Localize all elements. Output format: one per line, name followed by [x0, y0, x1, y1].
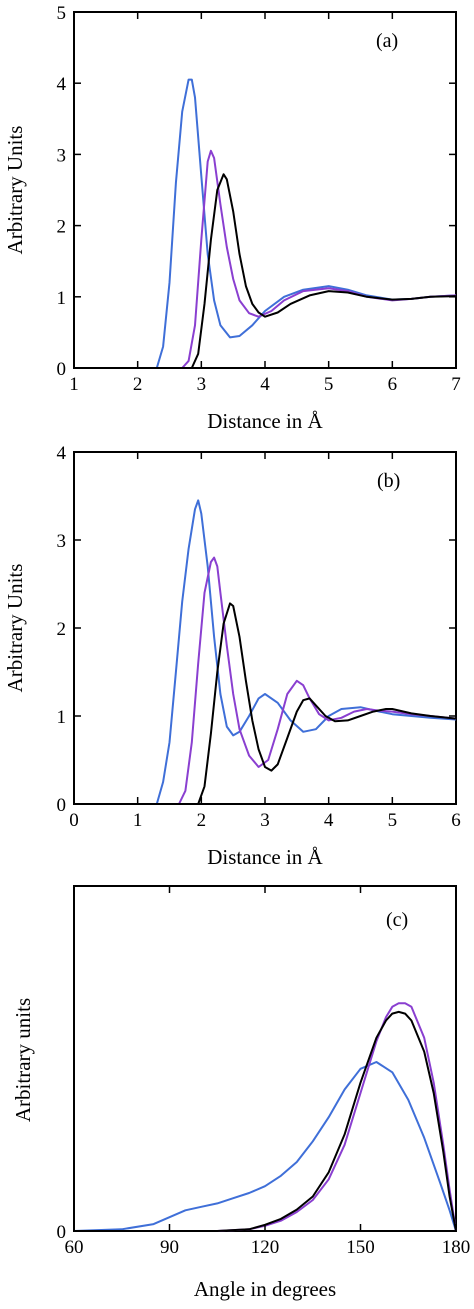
series-line-black: [74, 602, 457, 805]
x-axis-label: Distance in Å: [207, 845, 323, 869]
series-line-blue: [74, 499, 457, 805]
series-group: [74, 499, 457, 805]
panel-label: (c): [386, 909, 408, 931]
series-line-blue: [73, 1061, 457, 1232]
x-tick-label: 6: [451, 810, 461, 831]
ticks-group: 0 1 2 3 4 5 6 0 1 2 3 4: [57, 443, 461, 831]
x-tick-label: 60: [65, 1237, 84, 1258]
y-tick-label: 0: [57, 359, 67, 380]
panel-label: (b): [377, 470, 400, 492]
y-tick-label: 5: [57, 3, 67, 24]
y-axis-label: Arbitrary Units: [3, 564, 27, 693]
panel-label: (a): [376, 30, 398, 52]
x-tick-label: 6: [388, 374, 398, 395]
y-tick-label: 1: [57, 707, 67, 728]
x-tick-label: 1: [133, 810, 143, 831]
panel-c: 60 90 120 150 180 0 (c) Angle in degrees Arbi…: [11, 885, 471, 1301]
y-axis-label: Arbitrary Units: [3, 126, 27, 255]
series-line-black: [74, 173, 457, 369]
x-tick-label: 0: [69, 810, 79, 831]
series-line-purple: [74, 149, 457, 369]
x-tick-label: 90: [160, 1237, 179, 1258]
x-tick-label: 3: [260, 810, 270, 831]
y-tick-label: 3: [57, 531, 67, 552]
x-axis-label: Distance in Å: [207, 409, 323, 433]
x-tick-label: 3: [197, 374, 207, 395]
y-tick-label: 0: [57, 1222, 67, 1243]
x-tick-label: 150: [346, 1237, 375, 1258]
series-line-purple: [74, 1002, 457, 1232]
x-tick-label: 4: [260, 374, 270, 395]
plot-frame: [73, 885, 457, 1232]
series-line-purple: [74, 556, 457, 805]
series-line-black: [74, 1010, 457, 1232]
x-tick-label: 180: [442, 1237, 471, 1258]
y-tick-label: 4: [57, 74, 67, 95]
x-tick-label: 2: [133, 374, 143, 395]
y-tick-label: 2: [57, 217, 67, 238]
y-tick-label: 4: [57, 443, 67, 464]
x-tick-label: 5: [388, 810, 398, 831]
x-tick-label: 1: [69, 374, 79, 395]
y-tick-label: 3: [57, 145, 67, 166]
x-tick-label: 5: [324, 374, 334, 395]
x-tick-label: 120: [251, 1237, 280, 1258]
y-tick-label: 0: [57, 795, 67, 816]
y-tick-label: 2: [57, 619, 67, 640]
x-tick-label: 2: [197, 810, 207, 831]
ticks-group: 60 90 120 150 180 0: [57, 886, 471, 1258]
series-line-blue: [74, 78, 457, 369]
series-group: [73, 1002, 457, 1232]
series-group: [74, 78, 457, 369]
plot-frame: [73, 451, 457, 805]
x-tick-label: 7: [451, 374, 461, 395]
x-axis-label: Angle in degrees: [194, 1277, 336, 1301]
x-tick-label: 4: [324, 810, 334, 831]
y-axis-label: Arbitrary units: [11, 998, 35, 1122]
panel-b: 0 1 2 3 4 5 6 0 1 2 3 4 (b) Distance in Å Arbitrary…: [3, 443, 461, 869]
y-tick-label: 1: [57, 288, 67, 309]
